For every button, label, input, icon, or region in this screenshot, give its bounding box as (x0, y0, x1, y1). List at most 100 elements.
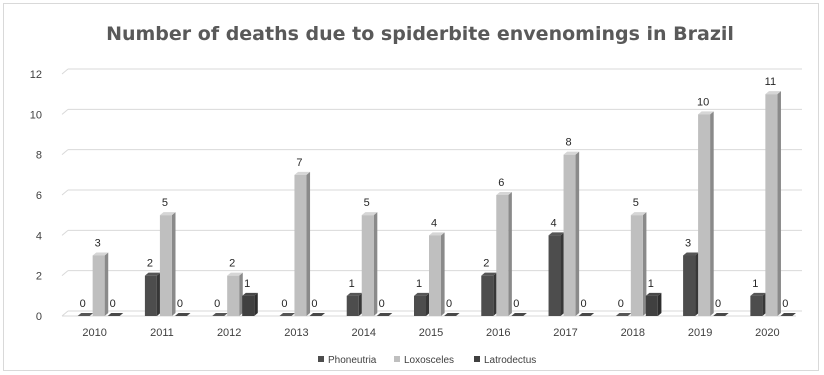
bar-phoneutria-2014 (346, 292, 363, 316)
bar-phoneutria-2015 (414, 292, 430, 316)
bar-top (444, 313, 460, 316)
legend-swatch (474, 356, 480, 362)
bar-front (242, 295, 255, 316)
bar-top (227, 272, 243, 276)
gridline-depth (61, 310, 69, 317)
bar-top (309, 313, 326, 316)
data-label: 1 (416, 278, 422, 290)
bar-side (657, 292, 662, 316)
data-label: 1 (244, 278, 250, 290)
legend: Phoneutria Loxosceles Latrodectus (318, 355, 536, 366)
bar-loxosceles-2017 (563, 151, 580, 316)
bar-top (645, 292, 662, 296)
bar-latrodectus-2018 (645, 292, 662, 316)
data-label: 3 (95, 238, 101, 250)
bar-front (765, 94, 778, 317)
data-label: 4 (550, 217, 556, 229)
legend-label: Loxosceles (404, 355, 454, 366)
y-tick-label: 8 (36, 150, 42, 162)
bar-phoneutria-2019 (683, 252, 699, 316)
y-tick-label: 6 (36, 190, 42, 202)
bar-front (683, 255, 696, 316)
legend-item-latrodectus: Latrodectus (474, 355, 536, 366)
bar-top (174, 313, 191, 316)
data-label: 5 (364, 197, 370, 209)
bar-front (92, 255, 105, 316)
bar-loxosceles-2019 (698, 111, 714, 316)
gridline-depth (61, 68, 69, 75)
bar-front (481, 275, 494, 316)
bar-loxosceles-2014 (361, 212, 378, 316)
bar-latrodectus-2011 (174, 313, 191, 316)
x-tick-label: 2013 (284, 327, 308, 339)
bar-top (414, 292, 430, 296)
bar-front (227, 275, 240, 316)
bar-top (294, 171, 311, 175)
bar-loxosceles-2020 (765, 91, 781, 317)
chart-frame (3, 3, 819, 371)
bar-top (630, 212, 647, 216)
x-tick-label: 2016 (486, 327, 510, 339)
bar-phoneutria-2010 (77, 313, 94, 316)
data-label: 8 (565, 137, 571, 149)
bar-top (698, 111, 714, 115)
bar-front (361, 215, 374, 316)
x-tick-label: 2011 (150, 327, 174, 339)
bar-latrodectus-2010 (107, 313, 124, 316)
bar-top (750, 292, 766, 296)
bar-top (481, 272, 497, 276)
bar-top (107, 313, 124, 316)
legend-label: Phoneutria (328, 355, 377, 366)
data-label: 4 (431, 217, 437, 229)
data-label: 0 (110, 298, 116, 310)
x-tick-label: 2019 (688, 327, 712, 339)
y-tick-label: 0 (36, 311, 42, 323)
data-label: 0 (446, 298, 452, 310)
bar-front (144, 275, 157, 316)
x-tick-label: 2018 (621, 327, 645, 339)
bar-top (279, 313, 296, 316)
bar-front (645, 295, 658, 316)
bar-top (346, 292, 363, 296)
bar-side (441, 232, 445, 316)
bar-side (695, 252, 699, 316)
bar-loxosceles-2016 (496, 192, 512, 316)
data-label: 7 (296, 157, 302, 169)
legend-swatch (318, 356, 324, 362)
gridline-depth (61, 270, 69, 277)
bar-top (77, 313, 94, 316)
gridline-depth (61, 149, 69, 156)
data-label: 0 (214, 298, 220, 310)
x-tick-label: 2017 (553, 327, 577, 339)
bar-top (159, 212, 176, 216)
x-tick-label: 2012 (217, 327, 241, 339)
x-tick-label: 2014 (351, 327, 375, 339)
bar-loxosceles-2012 (227, 272, 243, 316)
chart-title: Number of deaths due to spiderbite enven… (106, 23, 734, 45)
bar-latrodectus-2015 (444, 313, 460, 316)
legend-label: Latrodectus (484, 355, 536, 366)
bar-side (426, 292, 430, 316)
data-label: 1 (349, 278, 355, 290)
legend-swatch (394, 356, 400, 362)
bar-latrodectus-2014 (376, 313, 393, 316)
data-label: 2 (483, 258, 489, 270)
bar-front (750, 295, 763, 316)
bar-latrodectus-2012 (242, 292, 258, 316)
legend-item-phoneutria: Phoneutria (318, 355, 377, 366)
data-label: 0 (177, 298, 183, 310)
data-label: 2 (229, 258, 235, 270)
data-label: 11 (765, 76, 776, 88)
legend-item-loxosceles: Loxosceles (394, 355, 454, 366)
bar-top (615, 313, 632, 316)
bar-latrodectus-2017 (578, 313, 595, 316)
bar-phoneutria-2012 (212, 313, 228, 316)
bar-latrodectus-2013 (309, 313, 326, 316)
data-label: 0 (513, 298, 519, 310)
bar-latrodectus-2016 (511, 313, 527, 316)
bar-loxosceles-2010 (92, 252, 109, 316)
bar-top (713, 313, 729, 316)
bar-front (496, 195, 509, 316)
data-label: 5 (162, 197, 168, 209)
data-label: 0 (281, 298, 287, 310)
